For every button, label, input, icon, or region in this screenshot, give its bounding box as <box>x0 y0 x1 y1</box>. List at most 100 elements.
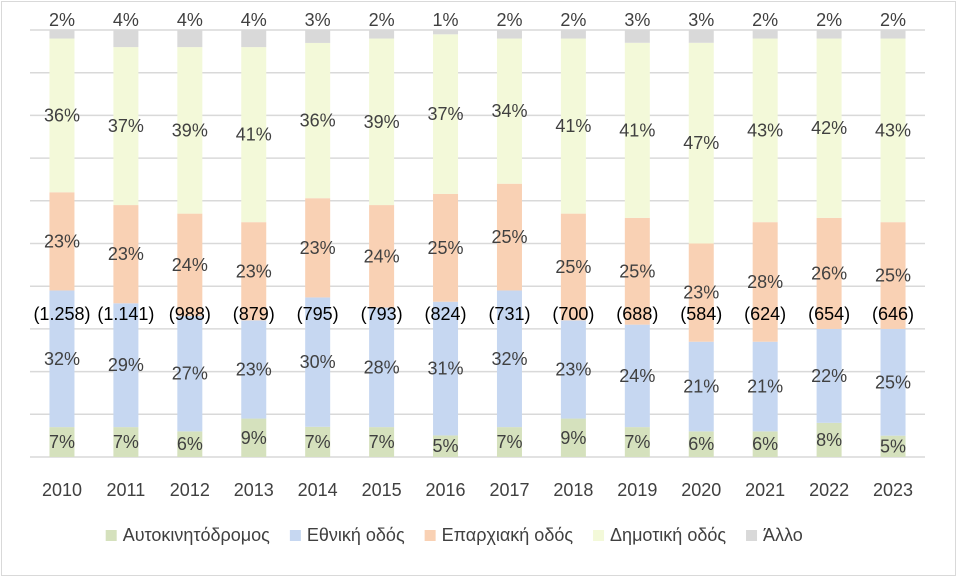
total-label: (824) <box>425 304 467 324</box>
data-label: 27% <box>172 364 208 384</box>
data-label: 7% <box>113 432 139 452</box>
data-label: 23% <box>236 261 272 281</box>
bar-segment <box>560 213 586 321</box>
bar-segment <box>305 426 331 457</box>
bar-segment <box>177 316 203 432</box>
bar-segment <box>369 30 395 39</box>
x-tick-label: 2022 <box>809 480 849 500</box>
bar-segment <box>688 431 714 457</box>
data-label: 30% <box>300 352 336 372</box>
data-label: 32% <box>491 349 527 369</box>
x-tick-label: 2015 <box>362 480 402 500</box>
legend-swatch <box>746 530 758 541</box>
data-label: 4% <box>113 10 139 30</box>
data-label: 7% <box>305 432 331 452</box>
bar-segment <box>113 427 139 457</box>
data-label: 7% <box>49 432 75 452</box>
total-label: (624) <box>744 304 786 324</box>
bar-segment <box>49 192 75 291</box>
data-label: 41% <box>555 116 591 136</box>
total-label: (654) <box>808 304 850 324</box>
bar-segment <box>369 38 395 206</box>
bar-segment <box>624 217 650 325</box>
total-label: (731) <box>488 304 530 324</box>
bar-segment <box>177 30 203 48</box>
data-label: 43% <box>875 120 911 140</box>
bar-segment <box>496 30 522 39</box>
bar-segment <box>433 435 459 457</box>
data-label: 2% <box>752 10 778 30</box>
bar-segment <box>688 243 714 342</box>
bar-segment <box>688 42 714 244</box>
bar-segment <box>177 213 203 317</box>
bar-segment <box>369 427 395 457</box>
data-label: 37% <box>108 116 144 136</box>
bar-segment <box>433 301 459 436</box>
data-label: 25% <box>428 238 464 258</box>
bar-segment <box>305 30 331 43</box>
legend-swatch <box>105 530 117 541</box>
data-label: 6% <box>177 434 203 454</box>
data-label: 26% <box>811 263 847 283</box>
x-tick-label: 2016 <box>426 480 466 500</box>
bar-segment <box>752 222 778 342</box>
data-label: 39% <box>364 112 400 132</box>
data-label: 47% <box>683 133 719 153</box>
bar-segment <box>49 427 75 457</box>
data-label: 2% <box>816 10 842 30</box>
bar-segment <box>816 38 842 218</box>
data-label: 4% <box>241 10 267 30</box>
bar-segment <box>816 422 842 457</box>
bar-segment <box>305 297 331 427</box>
bar-segment <box>624 324 650 428</box>
data-label: 25% <box>491 227 527 247</box>
data-label: 7% <box>496 432 522 452</box>
data-label: 23% <box>300 238 336 258</box>
total-label: (700) <box>552 304 594 324</box>
chart-frame: 7% 32% 23% 36% 2% (1.258) 2010 7% 29% 23% 37% 4% (1.… <box>1 1 956 576</box>
data-label: 36% <box>44 105 80 125</box>
bar-segment <box>496 427 522 457</box>
data-label: 5% <box>433 436 459 456</box>
data-label: 37% <box>428 104 464 124</box>
bar-segment <box>816 30 842 39</box>
bar-segment <box>177 431 203 457</box>
x-tick-label: 2017 <box>489 480 529 500</box>
bar-segment <box>433 34 459 194</box>
total-label: (795) <box>297 304 339 324</box>
total-label: (793) <box>361 304 403 324</box>
total-label: (584) <box>680 304 722 324</box>
legend-label: Αυτοκινητόδρομος <box>123 525 270 545</box>
data-label: 21% <box>683 377 719 397</box>
data-label: 22% <box>811 366 847 386</box>
data-label: 23% <box>108 244 144 264</box>
bar-segment <box>113 30 139 48</box>
bar-segment <box>752 30 778 39</box>
bar-segment <box>624 30 650 43</box>
bar-segment <box>49 30 75 39</box>
bar-segment <box>113 205 139 304</box>
data-label: 5% <box>880 436 906 456</box>
bar-segment <box>560 30 586 39</box>
bar-segment <box>241 320 267 419</box>
data-label: 8% <box>816 430 842 450</box>
total-label: (879) <box>233 304 275 324</box>
x-tick-label: 2020 <box>681 480 721 500</box>
x-tick-label: 2018 <box>553 480 593 500</box>
stacked-bar-chart: 7% 32% 23% 36% 2% (1.258) 2010 7% 29% 23% 37% 4% (1.… <box>30 10 925 545</box>
bar-segment <box>560 418 586 457</box>
data-label: 25% <box>875 266 911 286</box>
legend-label: Άλλο <box>763 525 803 545</box>
total-label: (988) <box>169 304 211 324</box>
bar-segment <box>752 431 778 457</box>
data-label: 2% <box>496 10 522 30</box>
data-label: 2% <box>560 10 586 30</box>
data-label: 24% <box>619 366 655 386</box>
x-tick-label: 2023 <box>873 480 913 500</box>
data-label: 28% <box>747 272 783 292</box>
bar-segment <box>560 38 586 214</box>
data-label: 23% <box>555 359 591 379</box>
bar-segment <box>624 427 650 457</box>
data-label: 6% <box>752 434 778 454</box>
legend-swatch <box>289 530 301 541</box>
